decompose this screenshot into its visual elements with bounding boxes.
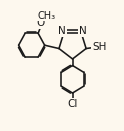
Text: N: N bbox=[58, 26, 66, 36]
Text: Cl: Cl bbox=[67, 99, 78, 109]
Text: SH: SH bbox=[92, 42, 106, 52]
Text: N: N bbox=[79, 26, 87, 36]
Text: O: O bbox=[36, 18, 45, 28]
Text: CH₃: CH₃ bbox=[37, 11, 55, 21]
